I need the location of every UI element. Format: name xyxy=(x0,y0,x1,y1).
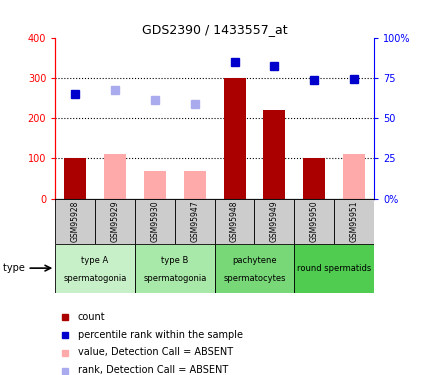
Bar xyxy=(334,199,374,244)
Text: GSM95951: GSM95951 xyxy=(350,201,359,242)
Text: GSM95947: GSM95947 xyxy=(190,200,199,242)
Text: pachytene: pachytene xyxy=(232,256,277,265)
Bar xyxy=(55,244,135,292)
Bar xyxy=(135,244,215,292)
Text: percentile rank within the sample: percentile rank within the sample xyxy=(77,330,243,339)
Bar xyxy=(135,199,175,244)
Bar xyxy=(294,199,334,244)
Text: round spermatids: round spermatids xyxy=(297,264,371,273)
Bar xyxy=(184,171,206,199)
Bar xyxy=(144,171,166,199)
Text: GSM95930: GSM95930 xyxy=(150,200,159,242)
Bar xyxy=(303,158,325,199)
Bar xyxy=(95,199,135,244)
Bar xyxy=(175,199,215,244)
Text: GSM95949: GSM95949 xyxy=(270,200,279,242)
Bar xyxy=(255,199,294,244)
Text: GSM95950: GSM95950 xyxy=(310,200,319,242)
Bar xyxy=(104,154,126,199)
Text: spermatogonia: spermatogonia xyxy=(63,274,127,284)
Title: GDS2390 / 1433557_at: GDS2390 / 1433557_at xyxy=(142,23,287,36)
Bar xyxy=(215,244,294,292)
Text: cell type: cell type xyxy=(0,263,26,273)
Text: spermatogonia: spermatogonia xyxy=(143,274,207,284)
Bar xyxy=(224,78,246,199)
Bar xyxy=(294,244,374,292)
Text: GSM95948: GSM95948 xyxy=(230,201,239,242)
Text: type B: type B xyxy=(161,256,188,265)
Text: spermatocytes: spermatocytes xyxy=(223,274,286,284)
Text: count: count xyxy=(77,312,105,321)
Bar xyxy=(55,199,95,244)
Text: type A: type A xyxy=(82,256,109,265)
Text: rank, Detection Call = ABSENT: rank, Detection Call = ABSENT xyxy=(77,366,228,375)
Text: value, Detection Call = ABSENT: value, Detection Call = ABSENT xyxy=(77,348,233,357)
Bar xyxy=(215,199,255,244)
Bar xyxy=(264,110,285,199)
Text: GSM95928: GSM95928 xyxy=(71,201,79,242)
Bar xyxy=(64,158,86,199)
Bar xyxy=(343,154,365,199)
Text: GSM95929: GSM95929 xyxy=(110,201,119,242)
